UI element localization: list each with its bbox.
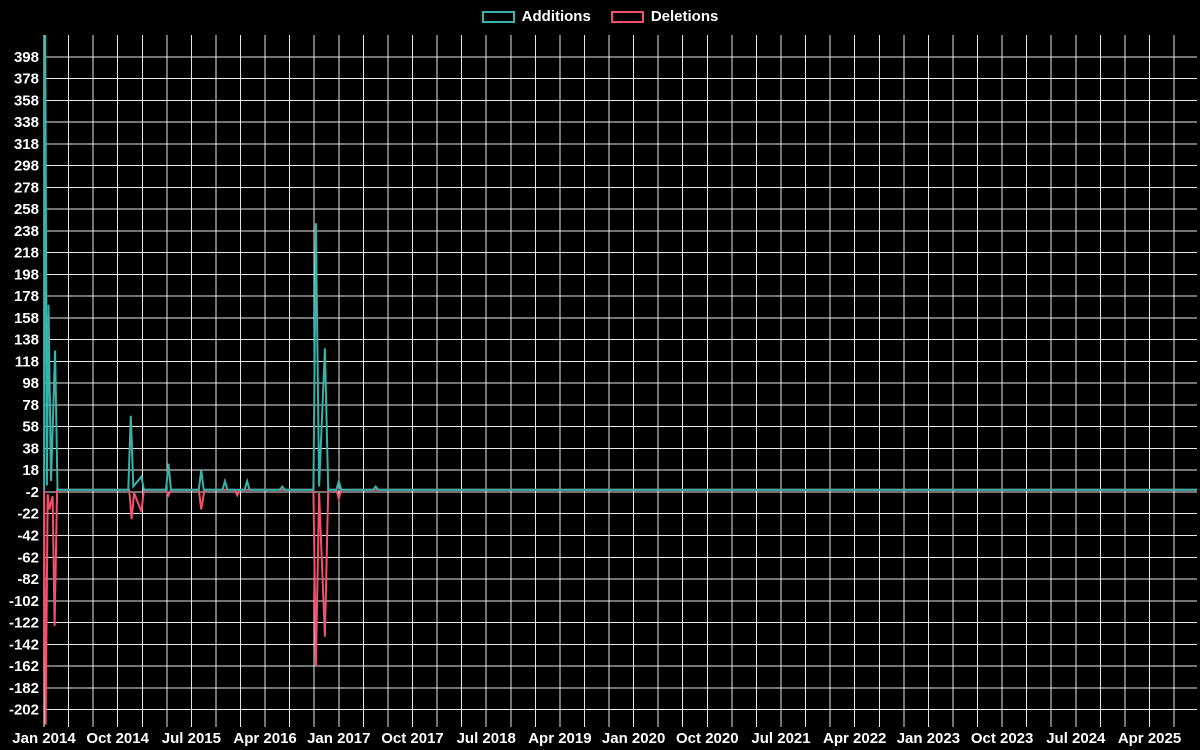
svg-text:Apr 2022: Apr 2022	[823, 730, 886, 747]
svg-text:Jan 2023: Jan 2023	[897, 730, 960, 747]
svg-text:Jul 2018: Jul 2018	[457, 730, 516, 747]
svg-text:138: 138	[14, 332, 39, 349]
svg-text:378: 378	[14, 71, 39, 88]
svg-text:-42: -42	[17, 528, 39, 545]
svg-text:Jul 2021: Jul 2021	[751, 730, 810, 747]
svg-text:Apr 2019: Apr 2019	[528, 730, 591, 747]
svg-text:-122: -122	[9, 615, 39, 632]
svg-text:-162: -162	[9, 658, 39, 675]
svg-text:338: 338	[14, 114, 39, 131]
svg-text:Oct 2023: Oct 2023	[971, 730, 1034, 747]
deletions-swatch	[610, 10, 644, 23]
svg-text:18: 18	[22, 462, 39, 479]
svg-text:118: 118	[15, 353, 39, 370]
svg-text:-102: -102	[9, 593, 39, 610]
additions-label: Additions	[521, 8, 591, 25]
svg-text:Apr 2025: Apr 2025	[1118, 730, 1181, 747]
svg-text:-82: -82	[17, 571, 39, 588]
svg-text:158: 158	[14, 310, 39, 327]
svg-text:58: 58	[22, 419, 39, 436]
svg-text:-2: -2	[26, 484, 39, 501]
svg-text:-62: -62	[17, 549, 39, 566]
svg-text:-142: -142	[9, 636, 39, 653]
legend-item-additions[interactable]: Additions	[481, 8, 591, 25]
legend-item-deletions[interactable]: Deletions	[610, 8, 719, 25]
svg-text:-182: -182	[9, 680, 39, 697]
svg-text:238: 238	[14, 223, 39, 240]
svg-text:318: 318	[14, 136, 39, 153]
additions-swatch	[481, 10, 515, 23]
svg-text:258: 258	[14, 201, 39, 218]
svg-text:198: 198	[14, 266, 39, 283]
svg-text:Apr 2016: Apr 2016	[233, 730, 296, 747]
chart-legend: Additions Deletions	[0, 8, 1200, 25]
svg-text:38: 38	[22, 440, 39, 457]
svg-text:Oct 2014: Oct 2014	[86, 730, 149, 747]
svg-text:98: 98	[22, 375, 39, 392]
svg-text:358: 358	[14, 92, 39, 109]
svg-text:Oct 2020: Oct 2020	[676, 730, 739, 747]
svg-text:-202: -202	[9, 702, 39, 719]
svg-text:Jan 2014: Jan 2014	[12, 730, 76, 747]
svg-text:298: 298	[14, 158, 39, 175]
svg-text:398: 398	[14, 49, 39, 66]
svg-text:Jul 2015: Jul 2015	[162, 730, 221, 747]
svg-text:78: 78	[22, 397, 39, 414]
svg-text:Jul 2024: Jul 2024	[1046, 730, 1106, 747]
svg-text:278: 278	[14, 179, 39, 196]
svg-text:178: 178	[14, 288, 39, 305]
svg-text:Oct 2017: Oct 2017	[381, 730, 444, 747]
deletions-label: Deletions	[650, 8, 719, 25]
svg-text:-22: -22	[17, 506, 39, 523]
svg-text:218: 218	[14, 245, 39, 262]
svg-text:Jan 2020: Jan 2020	[602, 730, 665, 747]
svg-text:Jan 2017: Jan 2017	[307, 730, 370, 747]
